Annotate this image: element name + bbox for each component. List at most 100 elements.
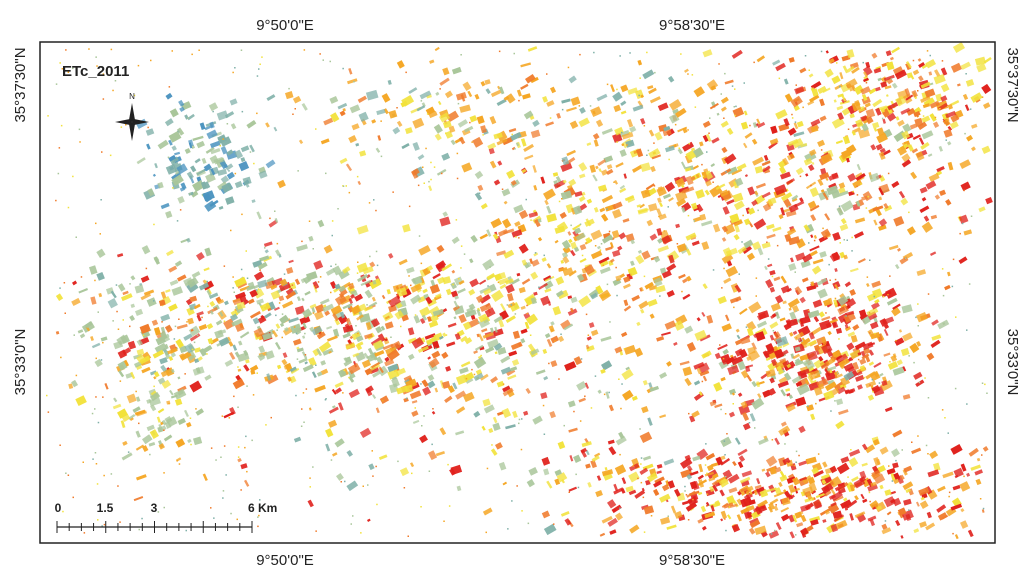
land-speck bbox=[487, 468, 489, 470]
land-speck bbox=[264, 247, 266, 249]
land-speck bbox=[546, 73, 548, 75]
land-speck bbox=[763, 168, 765, 170]
land-speck bbox=[538, 287, 540, 289]
land-speck bbox=[664, 230, 666, 232]
land-speck bbox=[774, 530, 776, 532]
land-speck bbox=[702, 381, 704, 383]
land-speck bbox=[735, 106, 737, 108]
land-speck bbox=[149, 454, 151, 456]
land-speck bbox=[143, 335, 145, 337]
land-speck bbox=[491, 444, 493, 446]
land-speck bbox=[822, 228, 824, 230]
land-speck bbox=[917, 303, 919, 305]
land-speck bbox=[575, 474, 577, 476]
land-speck bbox=[735, 365, 737, 367]
land-speck bbox=[768, 258, 770, 260]
land-speck bbox=[926, 445, 928, 447]
land-speck bbox=[821, 149, 823, 151]
land-speck bbox=[325, 399, 327, 401]
land-speck bbox=[863, 62, 865, 64]
land-speck bbox=[174, 338, 176, 340]
land-speck bbox=[911, 231, 913, 233]
land-speck bbox=[303, 422, 305, 424]
land-speck bbox=[117, 485, 119, 487]
land-speck bbox=[83, 462, 85, 464]
land-speck bbox=[942, 268, 944, 270]
land-speck bbox=[720, 409, 722, 411]
land-speck bbox=[639, 77, 641, 79]
land-speck bbox=[579, 54, 581, 56]
land-speck bbox=[644, 125, 646, 127]
land-speck bbox=[76, 237, 78, 239]
land-speck bbox=[168, 157, 170, 159]
land-speck bbox=[164, 507, 166, 509]
land-speck bbox=[724, 440, 726, 442]
land-speck bbox=[668, 206, 670, 208]
land-speck bbox=[867, 196, 869, 198]
land-speck bbox=[372, 475, 374, 477]
land-speck bbox=[212, 111, 214, 113]
land-speck bbox=[479, 193, 481, 195]
land-speck bbox=[305, 354, 307, 356]
land-speck bbox=[392, 191, 394, 193]
land-speck bbox=[734, 88, 736, 90]
land-speck bbox=[953, 259, 955, 261]
land-speck bbox=[309, 477, 311, 479]
land-speck bbox=[892, 480, 894, 482]
land-speck bbox=[304, 333, 306, 335]
land-speck bbox=[515, 313, 517, 315]
land-speck bbox=[310, 486, 312, 488]
land-speck bbox=[792, 117, 794, 119]
land-speck bbox=[175, 326, 177, 328]
land-speck bbox=[738, 223, 740, 225]
land-speck bbox=[613, 182, 615, 184]
land-speck bbox=[860, 183, 862, 185]
right-coord-label: 35°33'0"N bbox=[1004, 329, 1021, 396]
land-speck bbox=[458, 103, 460, 105]
land-speck bbox=[343, 186, 345, 188]
land-speck bbox=[966, 329, 968, 331]
land-speck bbox=[955, 316, 957, 318]
land-speck bbox=[189, 193, 191, 195]
land-speck bbox=[223, 490, 225, 492]
land-speck bbox=[65, 313, 67, 315]
land-speck bbox=[836, 62, 838, 64]
land-speck bbox=[891, 78, 893, 80]
land-speck bbox=[210, 507, 212, 509]
land-speck bbox=[348, 377, 350, 379]
land-speck bbox=[81, 276, 83, 278]
scale-label: 0 bbox=[55, 501, 62, 515]
land-speck bbox=[68, 207, 70, 209]
land-speck bbox=[679, 246, 681, 248]
land-speck bbox=[55, 200, 57, 202]
land-speck bbox=[688, 519, 690, 521]
land-speck bbox=[418, 185, 420, 187]
land-speck bbox=[879, 382, 881, 384]
land-speck bbox=[980, 498, 982, 500]
land-speck bbox=[421, 263, 423, 265]
land-speck bbox=[734, 106, 736, 108]
land-speck bbox=[104, 524, 106, 526]
land-speck bbox=[772, 276, 774, 278]
land-speck bbox=[150, 60, 152, 62]
land-speck bbox=[103, 98, 105, 100]
land-speck bbox=[439, 88, 441, 90]
land-speck bbox=[464, 253, 466, 255]
land-speck bbox=[233, 396, 235, 398]
land-speck bbox=[514, 53, 516, 55]
land-speck bbox=[516, 485, 518, 487]
land-speck bbox=[744, 82, 746, 84]
land-speck bbox=[242, 111, 244, 113]
land-speck bbox=[349, 322, 351, 324]
land-speck bbox=[59, 147, 61, 149]
land-speck bbox=[406, 398, 408, 400]
land-speck bbox=[869, 492, 871, 494]
land-speck bbox=[224, 445, 226, 447]
land-speck bbox=[352, 283, 354, 285]
land-speck bbox=[282, 313, 284, 315]
land-speck bbox=[279, 302, 281, 304]
land-speck bbox=[271, 417, 273, 419]
land-speck bbox=[706, 473, 708, 475]
land-speck bbox=[835, 298, 837, 300]
